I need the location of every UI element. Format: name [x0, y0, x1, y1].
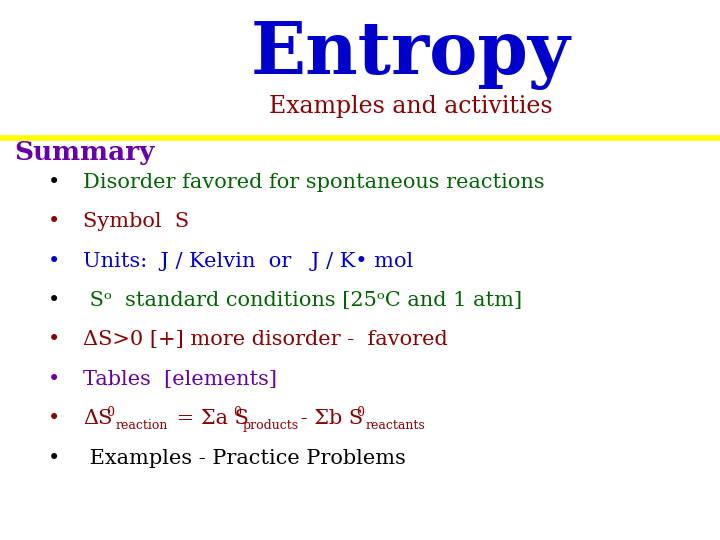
Text: reactants: reactants	[366, 419, 426, 432]
Text: ΔS: ΔS	[83, 409, 112, 428]
Text: Sᵒ  standard conditions [25ᵒC and 1 atm]: Sᵒ standard conditions [25ᵒC and 1 atm]	[83, 291, 522, 310]
Text: Tables  [elements]: Tables [elements]	[83, 370, 276, 389]
Text: •: •	[48, 409, 60, 428]
Text: 0: 0	[107, 406, 114, 419]
Text: = Σa S: = Σa S	[170, 409, 249, 428]
Text: •: •	[48, 449, 60, 468]
Text: •: •	[48, 252, 60, 271]
Text: Examples - Practice Problems: Examples - Practice Problems	[83, 449, 405, 468]
Text: •: •	[48, 173, 60, 192]
Text: •: •	[48, 330, 60, 349]
Text: •: •	[48, 370, 60, 389]
Text: Summary: Summary	[14, 140, 155, 165]
Text: Units:  J / Kelvin  or   J / K• mol: Units: J / Kelvin or J / K• mol	[83, 252, 413, 271]
Text: •: •	[48, 291, 60, 310]
Text: ΔS>0 [+] more disorder -  favored: ΔS>0 [+] more disorder - favored	[83, 330, 448, 349]
Text: reaction: reaction	[116, 419, 168, 432]
Text: - Σb S: - Σb S	[294, 409, 364, 428]
Text: Entropy: Entropy	[251, 19, 570, 90]
Text: Disorder favored for spontaneous reactions: Disorder favored for spontaneous reactio…	[83, 173, 544, 192]
Text: •: •	[48, 212, 60, 231]
Text: products: products	[243, 419, 299, 432]
Text: 0: 0	[233, 406, 241, 419]
Text: 0: 0	[356, 406, 364, 419]
Text: Symbol  S: Symbol S	[83, 212, 189, 231]
Text: Examples and activities: Examples and activities	[269, 94, 552, 118]
